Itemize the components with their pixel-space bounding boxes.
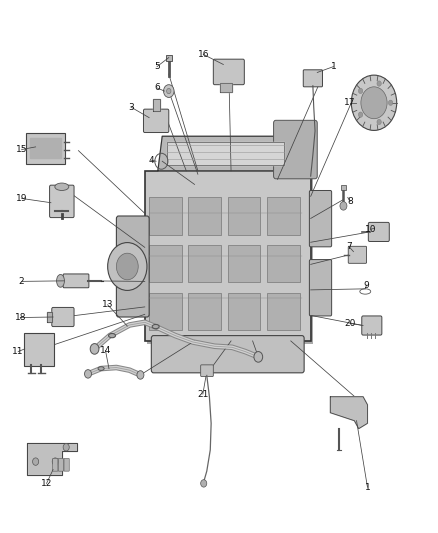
FancyBboxPatch shape (117, 216, 149, 317)
Bar (267, 197, 300, 235)
FancyBboxPatch shape (145, 171, 311, 341)
Ellipse shape (152, 325, 159, 329)
Ellipse shape (109, 334, 116, 338)
Circle shape (377, 81, 381, 86)
Polygon shape (47, 312, 52, 322)
Ellipse shape (55, 183, 69, 190)
Circle shape (137, 370, 144, 379)
Text: 1: 1 (331, 62, 336, 71)
Text: 21: 21 (197, 390, 208, 399)
Text: 7: 7 (346, 242, 352, 251)
Text: 18: 18 (14, 313, 26, 322)
FancyBboxPatch shape (26, 133, 65, 164)
Text: 16: 16 (198, 50, 209, 59)
Bar (149, 245, 182, 282)
FancyBboxPatch shape (64, 458, 69, 471)
FancyBboxPatch shape (49, 185, 74, 217)
Circle shape (85, 369, 92, 378)
Circle shape (108, 243, 147, 290)
FancyBboxPatch shape (303, 70, 322, 87)
FancyBboxPatch shape (362, 316, 382, 335)
Circle shape (90, 344, 99, 354)
Text: 19: 19 (16, 194, 28, 203)
Bar (149, 197, 182, 235)
Text: 4: 4 (148, 156, 154, 165)
Polygon shape (166, 142, 285, 165)
Circle shape (361, 87, 387, 119)
FancyBboxPatch shape (213, 59, 244, 85)
Circle shape (32, 458, 39, 465)
Text: 1: 1 (364, 482, 370, 491)
Polygon shape (220, 83, 232, 92)
Bar (267, 245, 300, 282)
Circle shape (117, 253, 138, 280)
Polygon shape (152, 99, 159, 111)
Text: 10: 10 (365, 225, 377, 234)
Bar (228, 197, 261, 235)
FancyBboxPatch shape (309, 260, 332, 316)
Circle shape (163, 85, 174, 98)
Bar (188, 293, 221, 330)
Bar (188, 245, 221, 282)
FancyBboxPatch shape (147, 173, 313, 344)
Circle shape (201, 480, 207, 487)
FancyBboxPatch shape (63, 274, 89, 288)
Text: 5: 5 (154, 62, 160, 71)
FancyBboxPatch shape (144, 109, 169, 133)
Bar (228, 293, 261, 330)
FancyBboxPatch shape (166, 55, 172, 61)
FancyBboxPatch shape (341, 184, 346, 190)
FancyBboxPatch shape (58, 458, 64, 471)
Circle shape (358, 88, 363, 94)
Circle shape (254, 352, 263, 362)
Polygon shape (27, 443, 77, 475)
Circle shape (389, 100, 393, 106)
Text: 9: 9 (364, 280, 369, 289)
Circle shape (358, 112, 363, 117)
FancyBboxPatch shape (52, 308, 74, 327)
FancyBboxPatch shape (309, 190, 332, 247)
Polygon shape (158, 136, 302, 171)
Ellipse shape (98, 367, 104, 370)
FancyBboxPatch shape (368, 222, 389, 241)
Text: 12: 12 (41, 479, 52, 488)
Text: 6: 6 (154, 83, 160, 92)
Circle shape (377, 119, 381, 125)
Text: 13: 13 (102, 300, 113, 309)
Polygon shape (30, 138, 60, 158)
Bar (149, 293, 182, 330)
Text: 17: 17 (344, 98, 356, 107)
FancyBboxPatch shape (201, 365, 213, 376)
FancyBboxPatch shape (348, 246, 367, 263)
Text: 3: 3 (128, 102, 134, 111)
Ellipse shape (57, 274, 64, 287)
Text: 20: 20 (344, 319, 356, 328)
Text: 15: 15 (16, 145, 28, 154)
Circle shape (166, 88, 171, 94)
Bar (188, 197, 221, 235)
Text: 14: 14 (100, 346, 111, 355)
FancyBboxPatch shape (274, 120, 317, 179)
Text: 2: 2 (19, 277, 25, 286)
Text: 8: 8 (347, 197, 353, 206)
Circle shape (63, 443, 69, 451)
Circle shape (340, 201, 347, 210)
FancyBboxPatch shape (24, 333, 54, 366)
Bar (267, 293, 300, 330)
Polygon shape (330, 397, 367, 429)
Bar (228, 245, 261, 282)
Circle shape (351, 75, 397, 131)
FancyBboxPatch shape (53, 458, 58, 471)
Text: 11: 11 (12, 347, 24, 356)
Circle shape (52, 458, 58, 465)
FancyBboxPatch shape (151, 336, 304, 373)
